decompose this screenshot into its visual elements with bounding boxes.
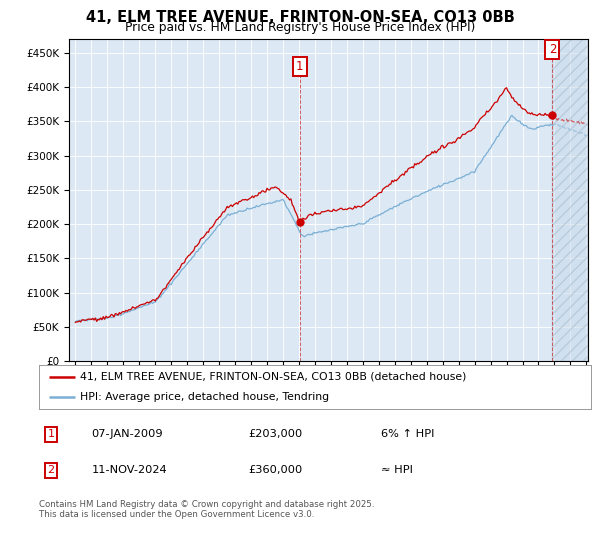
Text: 6% ↑ HPI: 6% ↑ HPI [381, 430, 435, 440]
Text: 2: 2 [47, 465, 55, 475]
Text: £360,000: £360,000 [249, 465, 303, 475]
Text: 1: 1 [47, 430, 55, 440]
Bar [553, 39, 588, 361]
Text: ≈ HPI: ≈ HPI [381, 465, 413, 475]
Text: 41, ELM TREE AVENUE, FRINTON-ON-SEA, CO13 0BB (detached house): 41, ELM TREE AVENUE, FRINTON-ON-SEA, CO1… [80, 372, 467, 382]
Text: 2: 2 [548, 43, 556, 56]
Text: 41, ELM TREE AVENUE, FRINTON-ON-SEA, CO13 0BB: 41, ELM TREE AVENUE, FRINTON-ON-SEA, CO1… [86, 10, 514, 25]
Text: HPI: Average price, detached house, Tendring: HPI: Average price, detached house, Tend… [80, 392, 329, 402]
Text: Price paid vs. HM Land Registry's House Price Index (HPI): Price paid vs. HM Land Registry's House … [125, 21, 475, 34]
Text: 1: 1 [296, 60, 304, 73]
Text: £203,000: £203,000 [249, 430, 303, 440]
Text: Contains HM Land Registry data © Crown copyright and database right 2025.
This d: Contains HM Land Registry data © Crown c… [39, 500, 374, 519]
Text: 07-JAN-2009: 07-JAN-2009 [91, 430, 163, 440]
Text: 11-NOV-2024: 11-NOV-2024 [91, 465, 167, 475]
